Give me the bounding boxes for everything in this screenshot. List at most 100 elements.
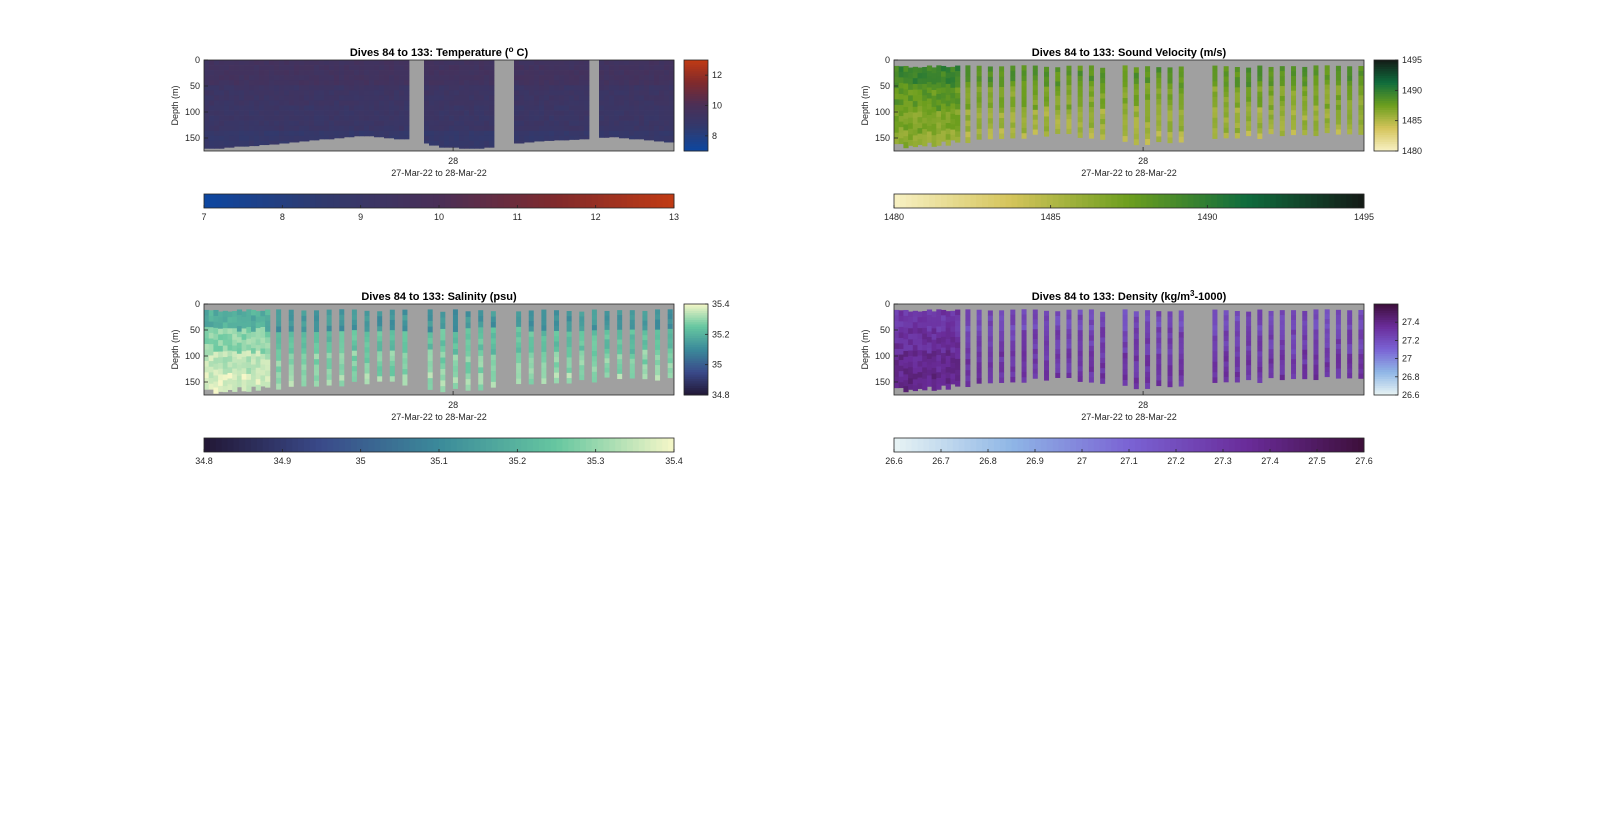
density-cell (1088, 371, 1094, 378)
sound-velocity-cell (1223, 66, 1229, 72)
temperature-cell (439, 125, 445, 132)
density-cell (1156, 327, 1162, 333)
salinity-cell (617, 334, 623, 340)
sound-velocity-colorbar-right-seg (1374, 125, 1398, 129)
temperature-cell (264, 80, 270, 86)
density-colorbar-bottom-label: 27 (1077, 456, 1087, 466)
temperature-cell (284, 110, 290, 116)
density-colorbar-bottom-seg (988, 438, 995, 452)
salinity-cell (241, 362, 247, 369)
temperature-cell (459, 90, 465, 96)
salinity-cell (251, 380, 257, 387)
density-cell (999, 372, 1005, 378)
temperature-cell (244, 140, 250, 147)
density-cell (1279, 325, 1285, 331)
temperature-cell (474, 120, 480, 127)
density-cell (965, 375, 971, 382)
temperature-cell (279, 95, 285, 101)
temperature-cell (489, 135, 495, 142)
temperature-cell (484, 95, 490, 101)
density-colorbar-right-seg (1374, 354, 1398, 357)
sound-velocity-cell (1268, 81, 1274, 87)
density-cell (1279, 330, 1285, 336)
temperature-cell (544, 135, 550, 141)
sound-velocity-cell (894, 127, 900, 134)
salinity-cell (617, 329, 623, 335)
temperature-cell (459, 85, 465, 91)
salinity-cell (364, 357, 370, 364)
salinity-cell (478, 344, 484, 351)
salinity-cell (528, 357, 534, 364)
temperature-cell (464, 140, 470, 147)
density-colorbar-bottom-seg (1287, 438, 1294, 452)
sound-velocity-cell (1358, 114, 1364, 121)
temperature-colorbar-right-seg (684, 69, 708, 72)
salinity-cell (566, 316, 572, 322)
salinity-cell (617, 344, 623, 350)
density-colorbar-bottom-seg (999, 438, 1007, 452)
temperature-cell (329, 80, 335, 86)
density-cell (1156, 311, 1162, 317)
sound-velocity-colorbar-bottom-seg (993, 194, 1001, 208)
salinity-cell (554, 341, 559, 347)
temperature-cell (464, 125, 470, 132)
density-cell (922, 316, 928, 323)
sound-velocity-cell (1010, 91, 1016, 97)
salinity-cell (265, 365, 271, 371)
sound-velocity-cell (898, 127, 904, 133)
temperature-cell (334, 65, 340, 71)
temperature-cell (229, 65, 235, 71)
density-cell (1077, 345, 1083, 352)
salinity-cell (251, 342, 257, 349)
sound-velocity-cell (1257, 123, 1263, 129)
salinity-cell (326, 320, 332, 327)
temperature-cell (579, 135, 585, 140)
sound-velocity-colorbar-right-seg (1374, 69, 1398, 72)
density-cell (1246, 370, 1252, 376)
sound-velocity-cell (1100, 108, 1106, 115)
temperature-cell (404, 60, 410, 66)
salinity-cell (642, 354, 648, 360)
sound-velocity-cell (1010, 81, 1016, 87)
sound-velocity-cell (908, 100, 914, 107)
temperature-cell (454, 125, 460, 132)
density-cell (1335, 314, 1341, 320)
temperature-cell (599, 135, 605, 138)
temperature-cell (274, 140, 280, 145)
temperature-cell (524, 140, 530, 143)
salinity-cell (241, 379, 247, 386)
temperature-cell (519, 110, 525, 116)
sound-velocity-cell (908, 134, 914, 141)
sound-velocity-cell (950, 93, 956, 99)
density-cell (922, 322, 928, 329)
salinity-cell (276, 372, 282, 379)
density-cell (1313, 364, 1319, 370)
temperature-cell (539, 100, 545, 106)
temperature-cell (299, 95, 305, 101)
temperature-cell (344, 135, 350, 138)
sound-velocity-cell (922, 129, 928, 136)
sound-velocity-cell (1145, 111, 1151, 117)
temperature-cell (379, 100, 385, 106)
temperature-cell (459, 70, 465, 76)
temperature-cell (614, 105, 620, 111)
temperature-colorbar-right-seg (684, 71, 708, 75)
density-cell (1212, 346, 1218, 352)
temperature-cell (294, 60, 300, 66)
temperature-cell (234, 60, 240, 66)
density-cell (1335, 324, 1341, 330)
sound-velocity-cell (1178, 88, 1184, 94)
temperature-cell (489, 125, 495, 132)
temperature-cell (389, 130, 395, 137)
temperature-cell (329, 105, 335, 111)
sound-velocity-cell (1324, 99, 1330, 105)
density-cell (1077, 314, 1083, 321)
sound-velocity-cell (1246, 77, 1252, 83)
sound-velocity-cell (931, 101, 937, 108)
density-cell (941, 331, 947, 338)
density-cell (955, 320, 961, 327)
temperature-colorbar-bottom-label: 8 (280, 212, 285, 222)
temperature-cell (604, 105, 610, 111)
density-cell (1302, 340, 1308, 346)
temperature-cell (399, 60, 405, 66)
